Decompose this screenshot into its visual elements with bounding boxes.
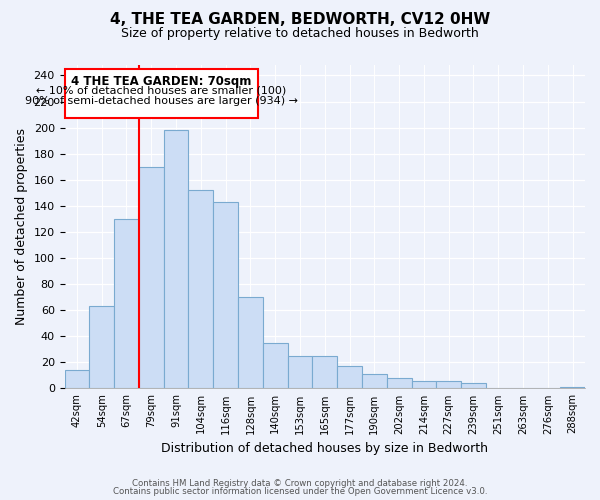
Y-axis label: Number of detached properties: Number of detached properties xyxy=(15,128,28,325)
X-axis label: Distribution of detached houses by size in Bedworth: Distribution of detached houses by size … xyxy=(161,442,488,455)
Bar xyxy=(89,306,114,388)
Text: 4 THE TEA GARDEN: 70sqm: 4 THE TEA GARDEN: 70sqm xyxy=(71,76,251,88)
Bar xyxy=(238,297,263,388)
Bar xyxy=(213,202,238,388)
FancyBboxPatch shape xyxy=(65,69,258,118)
Bar xyxy=(412,380,436,388)
Bar xyxy=(337,366,362,388)
Text: Contains HM Land Registry data © Crown copyright and database right 2024.: Contains HM Land Registry data © Crown c… xyxy=(132,478,468,488)
Bar xyxy=(263,343,287,388)
Bar xyxy=(114,219,139,388)
Text: 4, THE TEA GARDEN, BEDWORTH, CV12 0HW: 4, THE TEA GARDEN, BEDWORTH, CV12 0HW xyxy=(110,12,490,28)
Text: 90% of semi-detached houses are larger (934) →: 90% of semi-detached houses are larger (… xyxy=(25,96,298,106)
Text: Contains public sector information licensed under the Open Government Licence v3: Contains public sector information licen… xyxy=(113,487,487,496)
Bar xyxy=(362,374,387,388)
Bar xyxy=(436,380,461,388)
Bar xyxy=(164,130,188,388)
Bar xyxy=(560,387,585,388)
Text: ← 10% of detached houses are smaller (100): ← 10% of detached houses are smaller (10… xyxy=(37,86,287,96)
Bar xyxy=(139,166,164,388)
Bar xyxy=(287,356,313,388)
Bar xyxy=(387,378,412,388)
Bar xyxy=(461,383,486,388)
Bar xyxy=(188,190,213,388)
Bar xyxy=(65,370,89,388)
Bar xyxy=(313,356,337,388)
Text: Size of property relative to detached houses in Bedworth: Size of property relative to detached ho… xyxy=(121,28,479,40)
